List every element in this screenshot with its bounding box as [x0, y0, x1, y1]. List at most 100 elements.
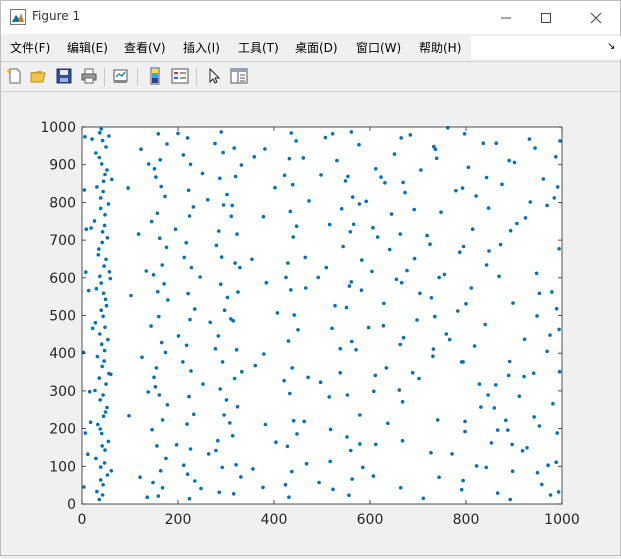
scatter-point [154, 175, 158, 179]
insert-legend-icon[interactable] [171, 67, 189, 85]
scatter-point [164, 456, 168, 461]
scatter-point [89, 226, 93, 230]
scatter-point [472, 344, 477, 348]
scatter-point [165, 142, 169, 146]
maximize-button[interactable] [523, 1, 569, 34]
scatter-point [463, 419, 467, 424]
scatter-point [442, 272, 447, 277]
scatter-point [399, 136, 404, 140]
scatter-point [239, 163, 244, 167]
scatter-point [208, 320, 212, 325]
scatter-point [282, 173, 287, 178]
scatter-point [236, 290, 240, 294]
scatter-point [522, 337, 527, 342]
scatter-point [110, 177, 114, 182]
x-tick-label: 800 [453, 512, 480, 528]
scatter-point [319, 173, 323, 177]
scatter-point [222, 413, 226, 417]
y-tick-label: 100 [49, 459, 76, 475]
scatter-point [373, 373, 378, 378]
scatter-point [545, 349, 549, 354]
scatter-point [484, 465, 489, 470]
x-tick-label: 200 [165, 512, 192, 528]
scatter-point [86, 452, 90, 457]
scatter-point [458, 250, 462, 254]
scatter-point [330, 326, 334, 331]
minimize-button[interactable] [483, 1, 529, 34]
menu-edit[interactable]: 编辑(E) [67, 41, 108, 55]
scatter-point [200, 171, 205, 176]
scatter-points [81, 126, 562, 502]
scatter-point [102, 264, 106, 268]
scatter-point [252, 155, 257, 159]
scatter-point [224, 398, 229, 402]
scatter-point [96, 253, 101, 257]
title-bar[interactable]: Figure 1 [1, 1, 620, 34]
scatter-point [101, 314, 105, 319]
menu-tools[interactable]: 工具(T) [238, 41, 279, 55]
scatter-point [103, 213, 107, 217]
scatter-point [206, 452, 211, 456]
scatter-point [105, 473, 110, 477]
scatter-point [389, 212, 394, 216]
menu-insert[interactable]: 插入(I) [183, 41, 220, 55]
scatter-point [222, 308, 227, 312]
scatter-point [107, 270, 112, 274]
scatter-point [361, 465, 365, 470]
menu-file[interactable]: 文件(F) [10, 41, 51, 55]
edit-plot-arrow-icon[interactable] [205, 67, 223, 85]
scatter-point [358, 442, 362, 446]
scatter-point [99, 342, 104, 346]
scatter-point [344, 305, 349, 310]
scatter-point [359, 288, 364, 292]
scatter-point [98, 274, 102, 279]
scatter-point [230, 203, 234, 208]
new-figure-icon[interactable] [6, 67, 24, 85]
scatter-point [512, 160, 517, 165]
menu-window[interactable]: 窗口(W) [356, 41, 402, 55]
dock-arrow-icon[interactable]: ↘ [607, 41, 616, 52]
scatter-point [99, 431, 104, 436]
scatter-point [263, 422, 268, 427]
scatter-point [84, 270, 88, 274]
scatter-point [160, 418, 165, 422]
y-tick-label: 900 [49, 158, 76, 174]
property-inspector-icon[interactable] [230, 67, 248, 85]
scatter-point [531, 371, 536, 376]
scatter-point [548, 493, 553, 497]
scatter-point [345, 435, 349, 439]
close-button[interactable] [573, 1, 619, 34]
scatter-point [302, 419, 307, 424]
scatter-point [217, 490, 222, 495]
print-icon[interactable] [80, 67, 98, 85]
insert-colorbar-icon[interactable] [146, 67, 164, 85]
scatter-point [231, 492, 236, 496]
scatter-point [220, 360, 225, 364]
scatter-point [557, 369, 562, 374]
y-tick-label: 800 [49, 195, 76, 211]
scatter-point [218, 282, 223, 286]
scatter-point [286, 339, 291, 343]
scatter-point [144, 269, 149, 273]
menu-view[interactable]: 查看(V) [124, 41, 166, 55]
link-plot-icon[interactable] [112, 67, 130, 85]
scatter-point [507, 359, 512, 364]
open-file-icon[interactable] [30, 67, 48, 85]
menu-desktop[interactable]: 桌面(D) [295, 41, 338, 55]
scatter-point [520, 449, 525, 453]
scatter-point [160, 263, 164, 267]
scatter-point [105, 236, 110, 240]
scatter-point [515, 221, 519, 226]
scatter-point [417, 376, 421, 381]
save-icon[interactable] [55, 67, 73, 85]
menu-help[interactable]: 帮助(H) [419, 41, 462, 55]
scatter-point [339, 207, 344, 211]
scatter-point [83, 135, 87, 139]
figure-canvas[interactable]: 0 200 400 600 800 1000 0 100 200 300 400 500 600 700… [1, 92, 620, 555]
scatter-point [103, 297, 108, 302]
scatter-point [95, 354, 100, 359]
toolbar-separator [196, 68, 197, 86]
scatter-plot[interactable]: 0 200 400 600 800 1000 0 100 200 300 400 500 600 700… [1, 92, 620, 555]
scatter-point [459, 360, 464, 364]
scatter-point [354, 348, 358, 352]
